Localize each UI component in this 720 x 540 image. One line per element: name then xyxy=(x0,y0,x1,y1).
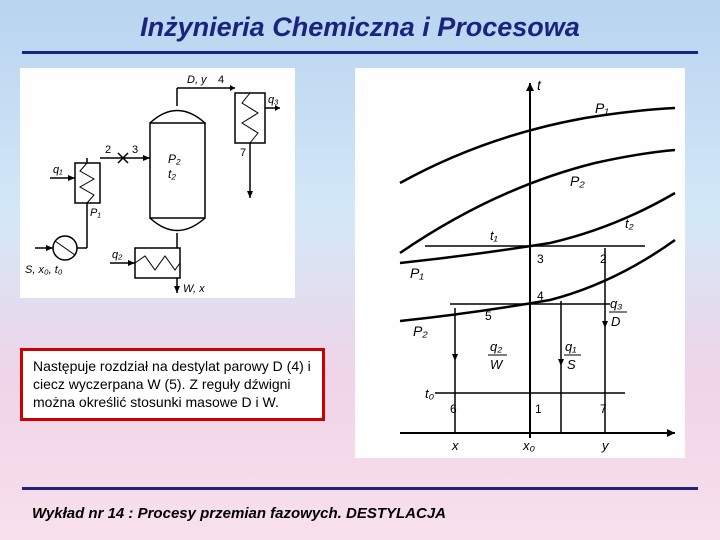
svg-text:q₂: q₂ xyxy=(490,339,502,354)
title-underline xyxy=(22,51,698,54)
left-column: P₂ t₂ D, y 4 q₃ 7 2 xyxy=(20,68,325,458)
svg-text:P₂: P₂ xyxy=(570,173,585,189)
phase-graph: t P₁ P₂ P₁ P₂ t₁ t₂ 2 3 xyxy=(355,68,685,458)
content-area: P₂ t₂ D, y 4 q₃ 7 2 xyxy=(0,68,720,458)
svg-text:7: 7 xyxy=(240,147,246,159)
svg-text:q₂: q₂ xyxy=(112,249,123,261)
svg-text:1: 1 xyxy=(535,402,542,416)
svg-text:3: 3 xyxy=(132,144,138,156)
svg-text:t₂: t₂ xyxy=(168,167,176,181)
svg-text:5: 5 xyxy=(485,309,492,323)
svg-text:x₀: x₀ xyxy=(522,438,536,453)
svg-text:6: 6 xyxy=(450,402,457,416)
svg-text:2: 2 xyxy=(105,144,111,156)
footer-text: Wykład nr 14 : Procesy przemian fazowych… xyxy=(32,505,446,522)
svg-text:q₁: q₁ xyxy=(53,164,63,176)
svg-text:4: 4 xyxy=(218,74,224,86)
svg-text:t₂: t₂ xyxy=(625,216,634,231)
footer-divider xyxy=(22,487,698,490)
svg-text:D, y: D, y xyxy=(187,74,208,86)
svg-text:S: S xyxy=(567,357,576,372)
svg-text:P₁: P₁ xyxy=(410,265,424,281)
description-box: Następuje rozdział na destylat parowy D … xyxy=(20,348,325,421)
page-title: Inżynieria Chemiczna i Procesowa xyxy=(0,0,720,51)
svg-text:t₁: t₁ xyxy=(490,228,498,243)
svg-text:P₂: P₂ xyxy=(413,323,428,339)
svg-text:W, x: W, x xyxy=(183,283,205,295)
svg-text:3: 3 xyxy=(537,252,544,266)
svg-text:7: 7 xyxy=(600,402,607,416)
svg-text:S, x₀, t₀: S, x₀, t₀ xyxy=(25,264,63,276)
svg-text:t: t xyxy=(537,77,542,93)
right-column: t P₁ P₂ P₁ P₂ t₁ t₂ 2 3 xyxy=(355,68,700,458)
description-text: Następuje rozdział na destylat parowy D … xyxy=(33,358,311,410)
svg-text:y: y xyxy=(601,438,610,453)
svg-text:q₃: q₃ xyxy=(268,94,279,106)
svg-text:q₁: q₁ xyxy=(565,339,576,354)
svg-text:D: D xyxy=(611,314,620,329)
svg-text:P₁: P₁ xyxy=(90,207,101,219)
svg-text:t₀: t₀ xyxy=(425,386,435,401)
svg-text:4: 4 xyxy=(537,289,544,303)
process-diagram: P₂ t₂ D, y 4 q₃ 7 2 xyxy=(20,68,295,298)
svg-text:P₂: P₂ xyxy=(168,152,181,166)
svg-text:q₃: q₃ xyxy=(610,296,622,311)
svg-text:x: x xyxy=(451,438,459,453)
svg-text:P₁: P₁ xyxy=(595,100,609,116)
svg-text:2: 2 xyxy=(600,252,607,266)
svg-text:W: W xyxy=(490,357,504,372)
